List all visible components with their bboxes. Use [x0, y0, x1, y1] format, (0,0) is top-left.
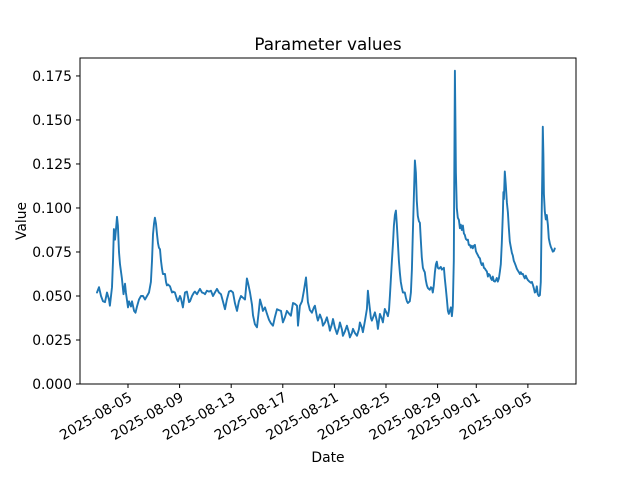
axes-frame: [79, 57, 577, 385]
x-axis: 2025-08-052025-08-092025-08-132025-08-17…: [57, 384, 535, 444]
x-axis-label: Date: [311, 450, 344, 466]
y-tick-label: 0.075: [32, 245, 72, 261]
chart-title: Parameter values: [254, 34, 401, 54]
y-axis-label: Value: [14, 202, 30, 240]
y-tick-label: 0.125: [32, 157, 72, 173]
y-tick-label: 0.025: [32, 333, 72, 349]
y-axis: 0.000 0.025 0.050 0.075 0.100 0.125 0.150 0.175: [32, 69, 80, 393]
y-tick-label: 0.050: [32, 289, 72, 305]
y-tick-label: 0.100: [32, 201, 72, 217]
plot-area: [80, 58, 576, 384]
y-tick-label: 0.175: [32, 69, 72, 85]
y-tick-label: 0.000: [32, 377, 72, 393]
series-line: [96, 69, 556, 339]
y-tick-label: 0.150: [32, 113, 72, 129]
